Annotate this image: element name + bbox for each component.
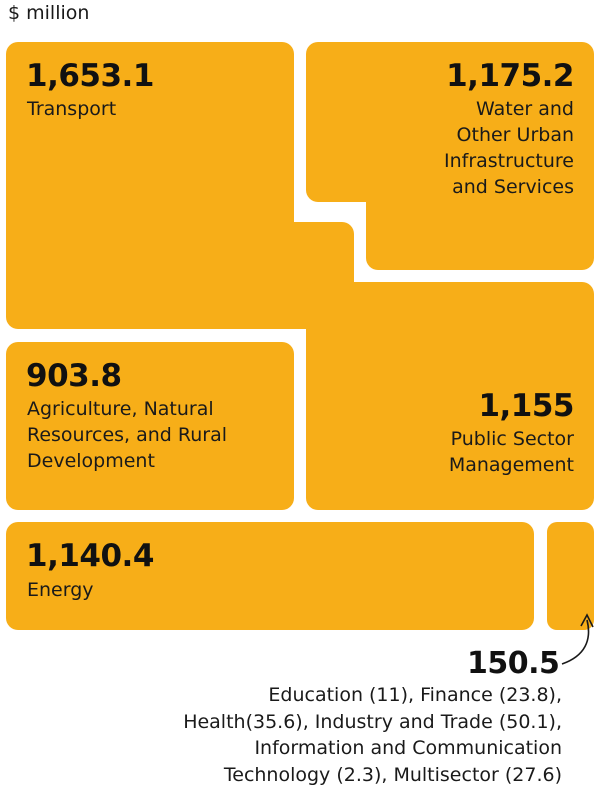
value-others: 150.5 xyxy=(467,646,560,681)
value-water: 1,175.2 xyxy=(446,58,574,94)
label-others: Education (11), Finance (23.8), Health(3… xyxy=(183,684,562,786)
tile-agriculture xyxy=(6,342,294,510)
label-energy: Energy xyxy=(27,579,94,601)
tile-water xyxy=(306,42,594,202)
label-agriculture: Agriculture, Natural Resources, and Rura… xyxy=(27,398,228,472)
value-transport: 1,653.1 xyxy=(26,58,154,94)
tile-transport xyxy=(6,42,294,329)
label-water: Water and Other Urban Infrastructure and… xyxy=(443,98,574,198)
value-agriculture: 903.8 xyxy=(26,358,122,394)
tile-water-extension xyxy=(366,190,594,270)
label-transport: Transport xyxy=(27,98,117,120)
value-energy: 1,140.4 xyxy=(26,538,154,574)
unit-label: $ million xyxy=(8,2,90,24)
label-public-sector: Public Sector Management xyxy=(448,428,574,476)
tile-others xyxy=(547,522,594,630)
value-public-sector: 1,155 xyxy=(478,388,574,424)
tile-energy xyxy=(6,522,534,630)
tile-public-sector xyxy=(306,282,594,510)
